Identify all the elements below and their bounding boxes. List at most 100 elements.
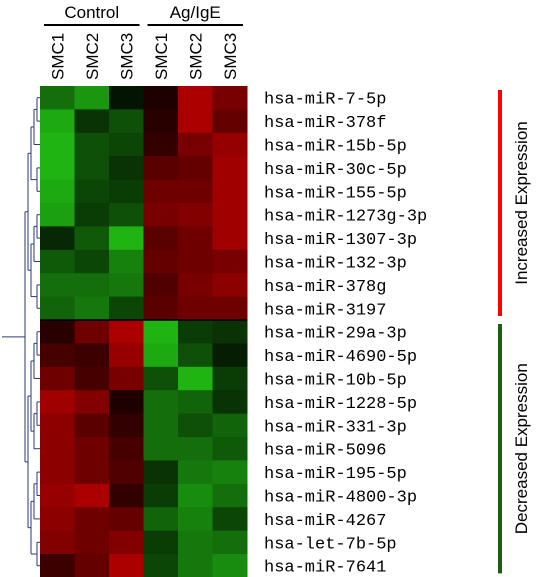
- heatmap-cell: [178, 554, 213, 577]
- heatmap-cell: [74, 483, 110, 508]
- heatmap-cell: [40, 249, 75, 274]
- heatmap-cell: [109, 109, 144, 134]
- heatmap-cell: [74, 109, 110, 134]
- heatmap-cell: [143, 156, 179, 181]
- heatmap-cell: [74, 86, 110, 110]
- expression-label: Increased Expression: [512, 121, 531, 284]
- heatmap-cell: [178, 413, 213, 438]
- heatmap-cell: [178, 86, 213, 110]
- row-label: hsa-miR-132-3p: [264, 255, 407, 274]
- heatmap-cell: [109, 483, 144, 508]
- heatmap-cell: [74, 179, 110, 204]
- column-label: SMC2: [186, 33, 205, 80]
- row-label: hsa-miR-4267: [264, 512, 386, 531]
- heatmap-cell: [74, 437, 110, 461]
- row-dendrogram: [2, 97, 40, 567]
- heatmap-cell: [74, 132, 110, 157]
- heatmap-cell: [212, 273, 248, 298]
- row-label: hsa-miR-5096: [264, 442, 386, 461]
- heatmap-cell: [212, 530, 248, 555]
- heatmap-cell: [40, 273, 75, 298]
- heatmap-cell: [74, 343, 110, 368]
- heatmap-cell: [40, 460, 75, 485]
- heatmap-cell: [74, 507, 110, 532]
- heatmap-cell: [109, 413, 144, 438]
- heatmap-cell: [212, 86, 248, 110]
- heatmap-cell: [109, 273, 144, 298]
- heatmap-cell: [178, 390, 213, 415]
- heatmap-cell: [178, 156, 213, 181]
- row-label: hsa-miR-4690-5p: [264, 348, 417, 367]
- row-label: hsa-miR-378f: [264, 114, 386, 133]
- heatmap-cell: [40, 413, 75, 438]
- heatmap-cell: [143, 554, 179, 577]
- row-labels: hsa-miR-7-5p hsa-miR-378f hsa-miR-15b-5p hs…: [264, 91, 427, 577]
- row-label: hsa-miR-7-5p: [264, 91, 386, 110]
- heatmap-cell: [212, 507, 248, 532]
- row-label: hsa-miR-1228-5p: [264, 395, 417, 414]
- heatmap-cell: [212, 132, 248, 157]
- row-label: hsa-miR-331-3p: [264, 418, 407, 437]
- heatmap-cell: [178, 109, 213, 134]
- heatmap-cell: [109, 390, 144, 415]
- heatmap-cell: [40, 366, 75, 391]
- heatmap-cell: [178, 132, 213, 157]
- heatmap-cell: [143, 460, 179, 485]
- row-label: hsa-miR-30c-5p: [264, 161, 407, 180]
- heatmap-cell: [74, 156, 110, 181]
- column-label: SMC2: [83, 33, 102, 80]
- heatmap-cell: [40, 507, 75, 532]
- heatmap-cell: [178, 226, 213, 251]
- heatmap-cell: [109, 554, 144, 577]
- heatmap-cell: [109, 460, 144, 485]
- expression-side-labels: Increased Expression Decreased Expression: [498, 90, 531, 574]
- heatmap-cell: [212, 366, 248, 391]
- heatmap-cell: [109, 296, 144, 321]
- heatmap-cell: [143, 203, 179, 227]
- row-label: hsa-miR-155-5p: [264, 184, 407, 203]
- heatmap-cell: [109, 132, 144, 157]
- heatmap-cell: [212, 437, 248, 461]
- row-label: hsa-miR-1273g-3p: [264, 208, 427, 227]
- heatmap-cell: [109, 179, 144, 204]
- heatmap-cell: [40, 554, 75, 577]
- heatmap-cell: [74, 366, 110, 391]
- heatmap-cell: [40, 226, 75, 251]
- heatmap-cell: [212, 483, 248, 508]
- heatmap-cell: [143, 226, 179, 251]
- heatmap-cell: [178, 366, 213, 391]
- column-label: SMC1: [152, 33, 171, 80]
- heatmap-cell: [109, 226, 144, 251]
- heatmap-cell: [40, 203, 75, 227]
- heatmap-cell: [212, 390, 248, 415]
- heatmap-cell: [74, 460, 110, 485]
- heatmap-cell: [40, 343, 75, 368]
- heatmap-cell: [212, 343, 248, 368]
- heatmap-cell: [109, 249, 144, 274]
- heatmap-cell: [74, 554, 110, 577]
- row-label: hsa-miR-378g: [264, 278, 386, 297]
- heatmap-cell: [143, 273, 179, 298]
- heatmap-cell: [212, 460, 248, 485]
- heatmap-cell: [212, 296, 248, 321]
- heatmap-cell: [143, 390, 179, 415]
- heatmap-cell: [74, 203, 110, 227]
- heatmap-cell: [40, 156, 75, 181]
- heatmap-cell: [143, 437, 179, 461]
- group-labels: Control Ag/IgE: [44, 3, 243, 26]
- expression-label: Decreased Expression: [512, 363, 531, 534]
- row-label: hsa-miR-10b-5p: [264, 372, 407, 391]
- heatmap-cell: [143, 249, 179, 274]
- heatmap-cell: [178, 530, 213, 555]
- heatmap-cell: [143, 132, 179, 157]
- heatmap-cell: [40, 437, 75, 461]
- heatmap-cell: [143, 86, 179, 110]
- heatmap-cell: [109, 320, 144, 344]
- heatmap-cell: [40, 530, 75, 555]
- heatmap-cell: [74, 530, 110, 555]
- group-label: Ag/IgE: [170, 3, 221, 22]
- heatmap-cell: [178, 483, 213, 508]
- heatmap-cell: [143, 413, 179, 438]
- heatmap-cell: [178, 296, 213, 321]
